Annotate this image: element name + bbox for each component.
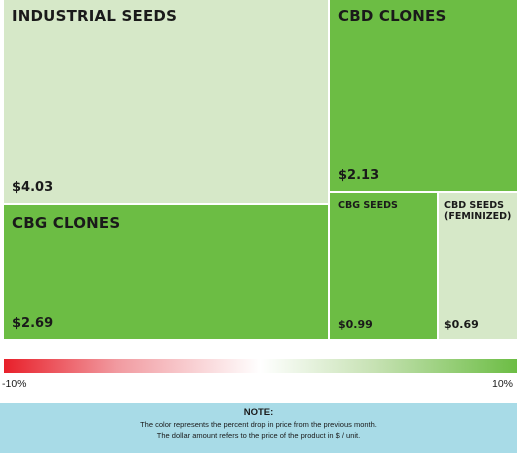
note-line-color: The color represents the percent drop in… [140,420,377,429]
tile-cbg-clones: CBG CLONES $2.69 [4,205,328,339]
tile-value: $4.03 [12,180,54,195]
note-line-price: The dollar amount refers to the price of… [156,431,361,440]
note-box: NOTE: The color represents the percent d… [0,403,517,453]
tile-value: $0.99 [338,318,373,331]
tile-cbg-seeds: CBG SEEDS $0.99 [330,193,437,339]
tile-label: CBD CLONES [338,7,447,25]
tile-value: $2.13 [338,168,380,183]
color-scale-min-label: -10% [2,378,27,390]
tile-label: CBG SEEDS [338,200,398,211]
tile-value: $2.69 [12,316,54,331]
tile-label: CBD SEEDS (FEMINIZED) [444,200,512,222]
color-scale-max-label: 10% [491,378,513,390]
note-title: NOTE: [243,407,274,418]
tile-industrial-seeds: INDUSTRIAL SEEDS $4.03 [4,0,328,203]
tile-cbd-clones: CBD CLONES $2.13 [330,0,517,191]
color-scale-bar [4,359,517,373]
tile-label: INDUSTRIAL SEEDS [12,7,178,25]
tile-value: $0.69 [444,318,479,331]
tile-label: CBG CLONES [12,214,121,232]
tile-cbd-seeds-feminized: CBD SEEDS (FEMINIZED) $0.69 [439,193,517,339]
